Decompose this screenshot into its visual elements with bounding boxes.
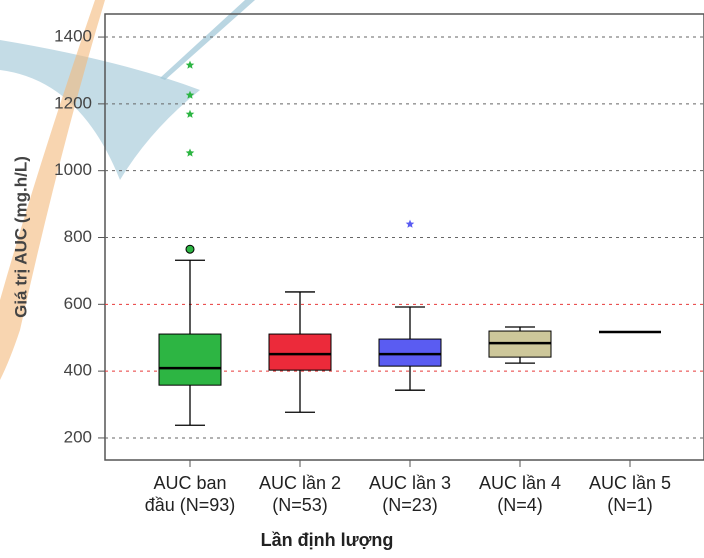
extreme — [185, 109, 195, 118]
box — [378, 338, 442, 367]
x-tick-label: AUC ban — [153, 473, 226, 493]
y-tick-label: 400 — [64, 361, 92, 380]
x-tick-label: AUC lần 5 — [589, 473, 671, 493]
extreme — [185, 90, 195, 99]
watermark — [0, 0, 105, 380]
plot-frame — [104, 13, 704, 461]
x-tick-label: AUC lần 2 — [259, 473, 341, 493]
x-tick-label: (N=1) — [607, 495, 653, 515]
x-tick-label: đầu (N=93) — [145, 495, 236, 515]
x-tick-label: (N=23) — [382, 495, 438, 515]
x-tick-label: (N=53) — [272, 495, 328, 515]
x-tick-label: AUC lần 4 — [479, 473, 561, 493]
x-tick-label: AUC lần 3 — [369, 473, 451, 493]
box — [268, 333, 332, 371]
extreme — [405, 219, 415, 228]
x-tick-label: (N=4) — [497, 495, 543, 515]
y-tick-label: 800 — [64, 227, 92, 246]
outlier — [185, 244, 195, 254]
y-tick-label: 1200 — [54, 93, 92, 112]
y-tick-label: 1000 — [54, 160, 92, 179]
watermark — [0, 40, 200, 180]
y-tick-label: 600 — [64, 294, 92, 313]
watermark — [160, 0, 255, 80]
x-axis-title: Lần định lượng — [261, 530, 394, 550]
y-tick-label: 200 — [64, 427, 92, 446]
extreme — [185, 148, 195, 157]
y-tick-label: 1400 — [54, 27, 92, 46]
y-axis-title: Giá trị AUC (mg.h/L) — [11, 156, 30, 318]
extreme — [185, 60, 195, 69]
box — [158, 333, 222, 386]
